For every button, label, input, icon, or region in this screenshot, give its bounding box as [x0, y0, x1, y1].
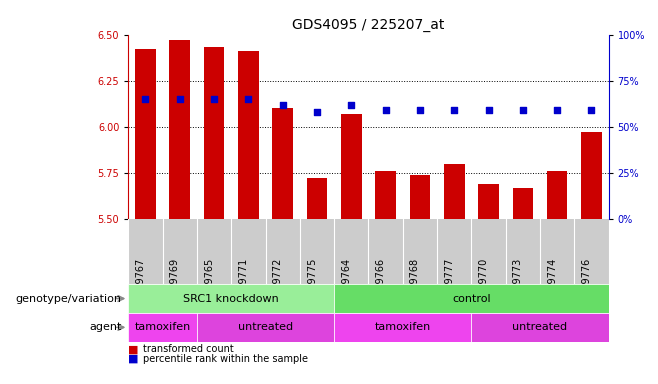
Point: [552, 107, 563, 113]
Bar: [334, 284, 609, 313]
Text: ■: ■: [128, 344, 139, 354]
Text: transformed count: transformed count: [143, 344, 234, 354]
Point: [243, 96, 253, 102]
Point: [483, 107, 494, 113]
Point: [518, 107, 528, 113]
Bar: [197, 313, 334, 342]
Text: control: control: [452, 293, 491, 304]
Bar: [513, 187, 533, 219]
Point: [209, 96, 219, 102]
Bar: [375, 171, 396, 219]
Text: untreated: untreated: [513, 322, 568, 333]
Bar: [307, 178, 327, 219]
Point: [140, 96, 151, 102]
Text: untreated: untreated: [238, 322, 293, 333]
Point: [586, 107, 597, 113]
Bar: [128, 313, 197, 342]
Bar: [128, 284, 334, 313]
Text: agent: agent: [89, 322, 122, 333]
Bar: [444, 164, 465, 219]
Text: SRC1 knockdown: SRC1 knockdown: [184, 293, 279, 304]
Bar: [334, 313, 471, 342]
Point: [449, 107, 459, 113]
Text: tamoxifen: tamoxifen: [374, 322, 431, 333]
Bar: [410, 175, 430, 219]
Bar: [272, 108, 293, 219]
Point: [415, 107, 425, 113]
Point: [380, 107, 391, 113]
Bar: [238, 51, 259, 219]
Bar: [135, 49, 156, 219]
Text: tamoxifen: tamoxifen: [134, 322, 191, 333]
Bar: [170, 40, 190, 219]
Bar: [581, 132, 602, 219]
Title: GDS4095 / 225207_at: GDS4095 / 225207_at: [292, 18, 445, 32]
Point: [312, 109, 322, 115]
Point: [174, 96, 185, 102]
Text: genotype/variation: genotype/variation: [16, 293, 122, 304]
Point: [278, 101, 288, 108]
Bar: [471, 313, 609, 342]
Bar: [341, 114, 362, 219]
Bar: [547, 171, 567, 219]
Bar: [204, 48, 224, 219]
Point: [346, 101, 357, 108]
Text: ■: ■: [128, 354, 139, 364]
Bar: [478, 184, 499, 219]
Text: percentile rank within the sample: percentile rank within the sample: [143, 354, 308, 364]
